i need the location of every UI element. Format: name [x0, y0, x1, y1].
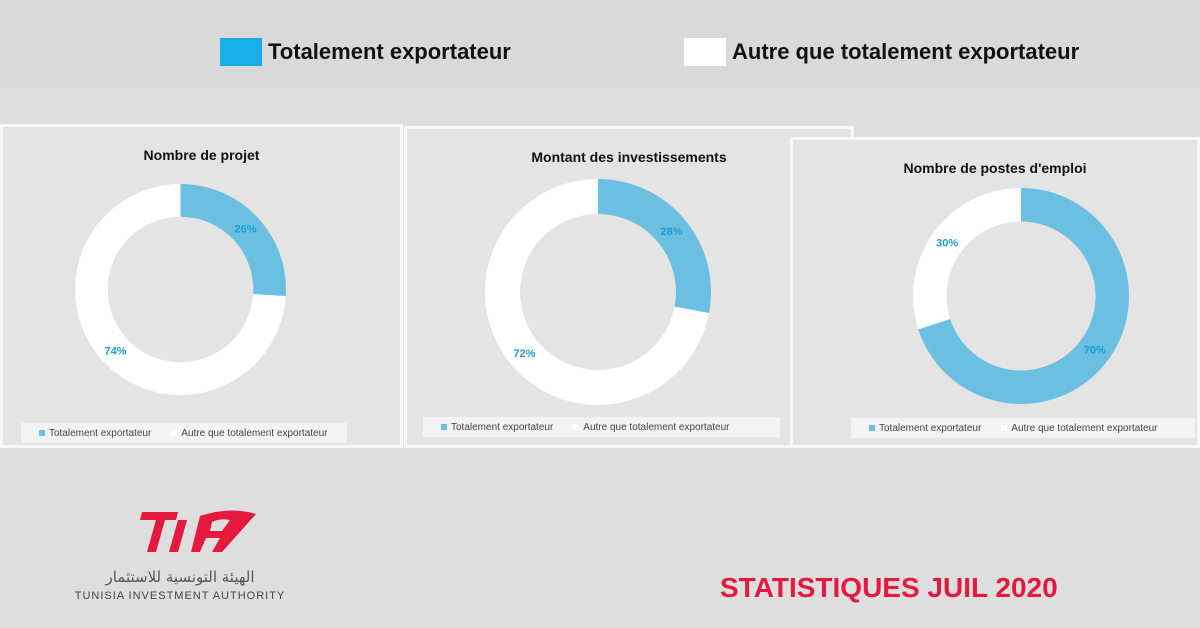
chart-legend: Totalement exportateur Autre que totalem… [21, 423, 347, 443]
donut-chart: 28% 72% [485, 179, 711, 405]
main-legend: Totalement exportateur Autre que totalem… [0, 0, 1200, 88]
legend-swatch-totalement [220, 38, 262, 66]
legend-label-totalement: Totalement exportateur [268, 39, 511, 64]
donut-data-label: 70% [1084, 345, 1106, 357]
donut-slice-totalement [918, 188, 1129, 404]
donut-slice-totalement [598, 179, 711, 314]
donut-chart: 26% 74% [75, 184, 286, 395]
donut-slice-autre [913, 188, 1021, 330]
donut-data-label: 28% [661, 226, 683, 238]
legend-swatch-autre [684, 38, 726, 66]
chart-title: Nombre de projet [143, 147, 260, 163]
chart-panel-projets: Nombre de projet 26% 74% Totalement expor… [0, 124, 403, 448]
chart-legend-item-autre: Autre que totalement exportateur [171, 428, 327, 439]
chart-legend-swatch [441, 424, 447, 430]
donut-data-label: 26% [234, 223, 256, 235]
chart-legend-label: Autre que totalement exportateur [181, 427, 328, 439]
chart-panel-investissements: Montant des investissements 28% 72% Total… [404, 126, 854, 448]
chart-legend-label: Totalement exportateur [49, 427, 152, 439]
chart-legend-swatch [171, 430, 178, 436]
chart-legend-swatch [1001, 425, 1008, 431]
chart-title: Nombre de postes d'emploi [903, 160, 1087, 176]
chart-legend-swatch [869, 425, 875, 431]
logo-english-text: TUNISIA INVESTMENT AUTHORITY [74, 590, 286, 602]
chart-legend-item-totalement: Totalement exportateur [869, 423, 981, 434]
donut-slice-totalement [180, 184, 286, 297]
donut-data-label: 72% [513, 348, 535, 360]
chart-legend-label: Totalement exportateur [451, 421, 554, 433]
chart-legend-item-autre: Autre que totalement exportateur [1001, 423, 1157, 434]
donut-slice-autre [485, 179, 709, 405]
chart-title: Montant des investissements [531, 149, 727, 165]
legend-item-autre: Autre que totalement exportateur [684, 38, 1079, 66]
chart-legend-swatch [573, 424, 580, 430]
chart-legend-label: Autre que totalement exportateur [1011, 422, 1158, 434]
chart-panel-emplois: Nombre de postes d'emploi 70% 30% Totalem… [790, 137, 1200, 448]
chart-legend-swatch [39, 430, 45, 436]
donut-chart: 70% 30% [913, 188, 1129, 404]
tia-logo-icon [140, 510, 256, 552]
donut-data-label: 30% [936, 237, 958, 249]
chart-legend-item-totalement: Totalement exportateur [39, 428, 151, 439]
chart-legend-label: Totalement exportateur [879, 422, 982, 434]
donut-slice-autre [75, 184, 286, 395]
chart-legend: Totalement exportateur Autre que totalem… [851, 418, 1195, 438]
logo-arabic-text: الهيئة التونسية للاستثمار [105, 568, 255, 586]
legend-item-totalement: Totalement exportateur [220, 38, 511, 66]
donut-data-label: 74% [104, 346, 126, 358]
footer-title: STATISTIQUES JUIL 2020 [720, 572, 1058, 603]
legend-label-autre: Autre que totalement exportateur [732, 39, 1080, 64]
chart-legend: Totalement exportateur Autre que totalem… [423, 417, 780, 437]
chart-legend-item-autre: Autre que totalement exportateur [573, 422, 729, 433]
chart-legend-label: Autre que totalement exportateur [583, 421, 730, 433]
chart-legend-item-totalement: Totalement exportateur [441, 422, 553, 433]
